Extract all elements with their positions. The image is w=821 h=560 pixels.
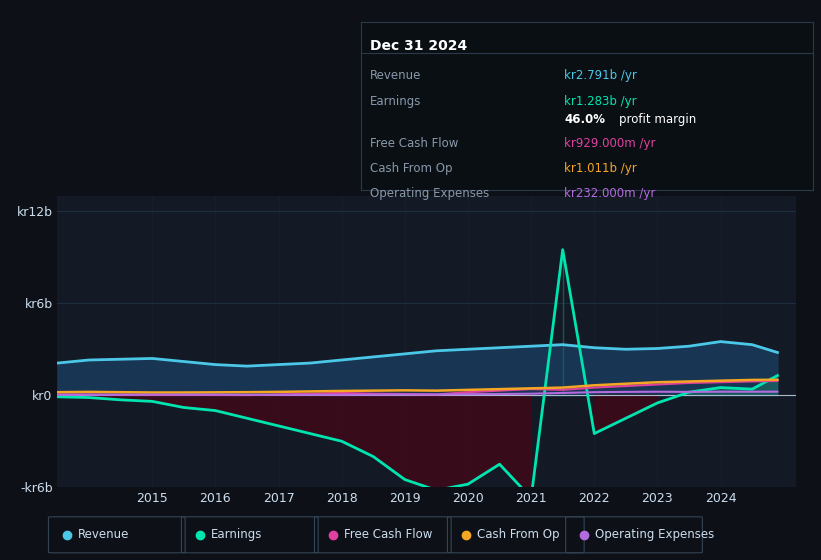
Text: Dec 31 2024: Dec 31 2024 xyxy=(370,39,467,53)
Text: Revenue: Revenue xyxy=(370,69,422,82)
Text: Operating Expenses: Operating Expenses xyxy=(370,187,489,200)
Text: Revenue: Revenue xyxy=(78,528,130,542)
Text: Cash From Op: Cash From Op xyxy=(370,162,452,175)
Text: kr1.011b /yr: kr1.011b /yr xyxy=(565,162,637,175)
Text: Free Cash Flow: Free Cash Flow xyxy=(344,528,433,542)
Text: Earnings: Earnings xyxy=(370,95,422,108)
Text: Operating Expenses: Operating Expenses xyxy=(595,528,714,542)
Text: kr232.000m /yr: kr232.000m /yr xyxy=(565,187,656,200)
Text: kr2.791b /yr: kr2.791b /yr xyxy=(565,69,637,82)
Text: profit margin: profit margin xyxy=(619,113,696,126)
Text: 46.0%: 46.0% xyxy=(565,113,605,126)
Text: Free Cash Flow: Free Cash Flow xyxy=(370,137,459,150)
Text: Earnings: Earnings xyxy=(211,528,263,542)
Text: Cash From Op: Cash From Op xyxy=(477,528,559,542)
Text: kr929.000m /yr: kr929.000m /yr xyxy=(565,137,656,150)
Text: kr1.283b /yr: kr1.283b /yr xyxy=(565,95,637,108)
